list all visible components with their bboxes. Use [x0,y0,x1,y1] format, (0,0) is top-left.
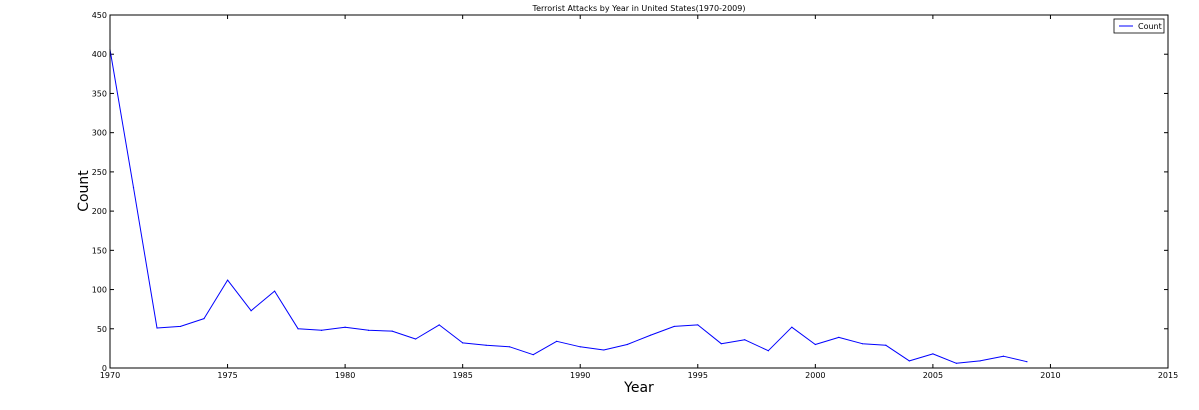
data-point [1026,361,1028,363]
y-tick-label: 50 [97,325,107,334]
legend-box [1113,18,1165,34]
data-point [1002,355,1005,357]
data-point [744,339,746,341]
data-point [485,344,487,346]
data-point [955,362,958,364]
data-point [297,328,299,330]
data-point [885,344,887,346]
x-tick-label: 1995 [688,371,708,380]
data-point [226,279,229,281]
data-point [438,324,440,326]
x-tick-label: 1980 [335,371,355,380]
data-point [908,360,910,362]
x-tick-label: 2010 [1040,371,1060,380]
data-point [979,360,981,362]
data-point [626,343,628,346]
data-point [556,340,558,342]
y-tick-label: 400 [92,50,107,59]
data-point [415,338,417,340]
data-point [179,325,182,328]
x-tick-label: 1985 [452,371,472,380]
data-point [932,353,934,355]
data-point [462,342,464,344]
data-point [603,349,605,351]
data-point [697,324,699,326]
chart-title: Terrorist Attacks by Year in United Stat… [532,4,746,13]
x-tick-label: 1970 [100,371,120,380]
y-tick-label: 150 [92,246,107,255]
data-point [321,329,323,331]
data-point [579,346,581,348]
y-tick-label: 0 [102,364,107,373]
x-tick-label: 2005 [923,371,943,380]
data-point [203,317,205,320]
data-point [368,329,370,331]
data-point [391,330,393,332]
y-axis-title: Count [76,170,92,212]
x-tick-label: 2000 [805,371,825,380]
y-tick-label: 250 [92,168,107,177]
y-tick-label: 300 [92,129,107,138]
y-tick-label: 100 [92,286,107,295]
x-tick-label: 1975 [217,371,237,380]
data-point [720,343,722,345]
data-point [814,343,816,346]
data-point [767,350,769,352]
series-layer [109,48,1028,364]
data-point [250,310,252,312]
data-point [132,186,135,189]
plot-area-frame [109,14,1169,369]
series-line-count [109,49,1028,364]
x-tick-label: 2015 [1158,371,1178,380]
y-tick-label: 350 [92,89,107,98]
y-tick-label: 200 [92,207,107,216]
x-axis-title: Year [623,380,654,396]
y-axis-ticks: 0 50 100 150 200 250 300 350 400 450 [92,11,1168,373]
data-point [532,354,534,356]
data-point [509,346,511,348]
data-point [156,327,158,329]
x-tick-label: 1990 [570,371,590,380]
data-point [673,325,675,328]
data-point [861,343,863,345]
data-point [838,336,840,339]
y-tick-label: 450 [92,11,107,20]
data-point [273,290,276,292]
x-axis-ticks: 1970 1975 1980 1985 1990 1995 2000 2005 2010 2015 [100,15,1178,380]
data-point [650,334,652,336]
data-point [791,326,793,328]
legend-label-count: Count [1138,22,1162,31]
legend: Count [1113,18,1165,34]
data-point [344,326,346,328]
